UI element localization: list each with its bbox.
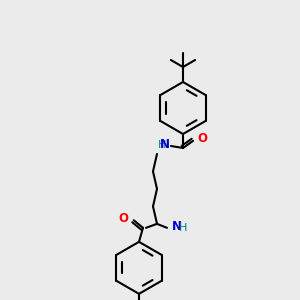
- Text: H: H: [158, 140, 166, 150]
- Text: O: O: [119, 212, 129, 225]
- Text: O: O: [197, 132, 207, 145]
- Text: H: H: [179, 223, 188, 233]
- Text: N: N: [160, 139, 170, 152]
- Text: N: N: [172, 220, 182, 233]
